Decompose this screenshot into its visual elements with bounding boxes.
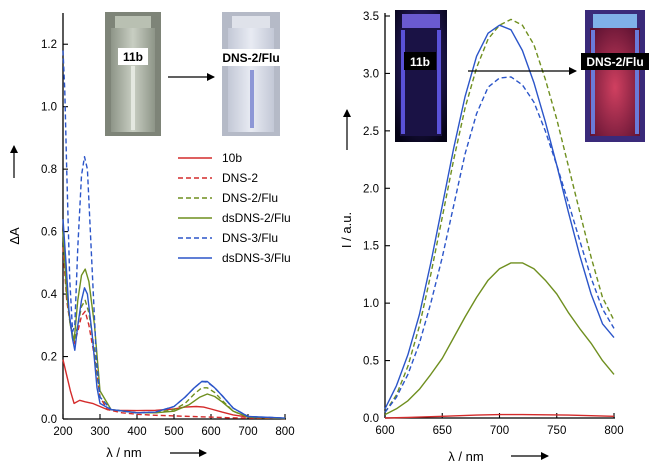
- y-axis-title-group: I / a.u.: [339, 109, 354, 248]
- y-tick-label: 0.6: [41, 227, 57, 239]
- x-tick-label: 800: [275, 426, 294, 438]
- series-line-dns-2-flu: [384, 18, 615, 413]
- x-tick-label: 750: [547, 425, 566, 437]
- legend-item-dns2: DNS-2: [178, 171, 258, 185]
- series-line-10b: [384, 413, 615, 419]
- x-axis-title-group: λ / nm: [448, 449, 549, 464]
- y-tick-label: 0.8: [41, 164, 57, 176]
- x-tick-label: 650: [433, 425, 452, 437]
- legend-item-dsdns3-flu: dsDNS-3/Flu: [178, 251, 291, 265]
- x-tick-label: 500: [164, 426, 183, 438]
- series-line-dns-3-flu: [62, 50, 286, 419]
- cuvette-photo-dns2-flu-uv: DNS-2/Flu: [581, 10, 649, 142]
- y-tick-label: 0.2: [41, 352, 57, 364]
- y-tick-label: 0.0: [363, 413, 379, 425]
- series-line-dsdns-2-flu: [384, 262, 615, 416]
- legend-label-dns2: DNS-2: [222, 171, 258, 185]
- absorption-chart: 11b DNS-2/Flu 0.0 0.2 0.4 0.6 0.8 1.0 1.2 200 3…: [7, 12, 295, 460]
- legend: 10b DNS-2 DNS-2/Flu dsDNS-2/Flu DNS-3/Fl…: [178, 151, 291, 265]
- y-tick-label: 1.5: [363, 241, 379, 253]
- x-tick-label: 600: [375, 425, 394, 437]
- x-tick-labels: 600 650 700 750 800: [375, 425, 623, 437]
- y-axis-title: ΔA: [7, 227, 22, 245]
- uv-photo-label-dns2-flu: DNS-2/Flu: [586, 55, 643, 69]
- legend-item-dsdns2-flu: dsDNS-2/Flu: [178, 211, 291, 225]
- x-tick-marks: [384, 413, 615, 418]
- emission-chart: 0.0 0.5 1.0 1.5 2.0 2.5 3.0 3.5 600 650 700 750 800…: [339, 10, 649, 464]
- legend-label-dns2-flu: DNS-2/Flu: [222, 191, 278, 205]
- y-tick-label: 1.0: [41, 102, 57, 114]
- x-tick-label: 700: [490, 425, 509, 437]
- legend-item-10b: 10b: [178, 151, 242, 165]
- cuvette-photo-11b-uv: 11b: [395, 10, 447, 142]
- y-tick-labels: 0.0 0.5 1.0 1.5 2.0 2.5 3.0 3.5: [363, 11, 379, 425]
- x-tick-label: 600: [201, 426, 220, 438]
- y-tick-label: 3.0: [363, 68, 379, 80]
- absorption-series: [62, 50, 286, 420]
- x-tick-marks: [62, 414, 286, 419]
- photo-label-11b: 11b: [123, 50, 143, 64]
- legend-label-dsdns3-flu: dsDNS-3/Flu: [222, 251, 291, 265]
- x-axis-title-group: λ / nm: [106, 445, 207, 460]
- series-line-dsdns-3-flu: [384, 24, 615, 410]
- legend-label-dns3-flu: DNS-3/Flu: [222, 231, 278, 245]
- uv-photo-label-11b: 11b: [410, 55, 430, 69]
- cuvette-photo-dns2-flu-daylight: DNS-2/Flu: [219, 12, 283, 136]
- x-tick-label: 200: [53, 426, 72, 438]
- emission-series: [384, 18, 615, 419]
- legend-item-dns2-flu: DNS-2/Flu: [178, 191, 278, 205]
- legend-label-10b: 10b: [222, 151, 242, 165]
- series-line-10b: [62, 359, 286, 420]
- y-tick-labels: 0.0 0.2 0.4 0.6 0.8 1.0 1.2: [41, 39, 58, 426]
- x-tick-label: 700: [238, 426, 257, 438]
- series-line-dsdns-3-flu: [62, 219, 286, 419]
- y-axis-title: I / a.u.: [339, 212, 354, 248]
- y-tick-label: 0.4: [41, 289, 58, 301]
- y-tick-label: 0.0: [41, 414, 57, 426]
- series-line-dns-2: [62, 247, 286, 420]
- y-tick-label: 1.2: [41, 39, 57, 51]
- x-axis-title: λ / nm: [448, 449, 483, 464]
- x-tick-labels: 200 300 400 500 600 700 800: [53, 426, 294, 438]
- y-tick-label: 2.5: [363, 126, 379, 138]
- photo-label-dns2-flu: DNS-2/Flu: [222, 51, 279, 65]
- legend-label-dsdns2-flu: dsDNS-2/Flu: [222, 211, 291, 225]
- y-tick-label: 2.0: [363, 183, 379, 195]
- y-tick-label: 1.0: [363, 298, 379, 310]
- x-axis-title: λ / nm: [106, 445, 141, 460]
- legend-item-dns3-flu: DNS-3/Flu: [178, 231, 278, 245]
- series-line-dns-3-flu: [384, 76, 615, 413]
- x-tick-label: 400: [127, 426, 146, 438]
- x-tick-label: 800: [604, 425, 623, 437]
- x-tick-label: 300: [90, 426, 109, 438]
- y-axis-title-group: ΔA: [7, 145, 22, 245]
- y-tick-label: 3.5: [363, 11, 379, 23]
- cuvette-photo-11b-daylight: 11b: [105, 12, 161, 136]
- y-tick-label: 0.5: [363, 356, 379, 368]
- y-tick-marks: [385, 15, 390, 419]
